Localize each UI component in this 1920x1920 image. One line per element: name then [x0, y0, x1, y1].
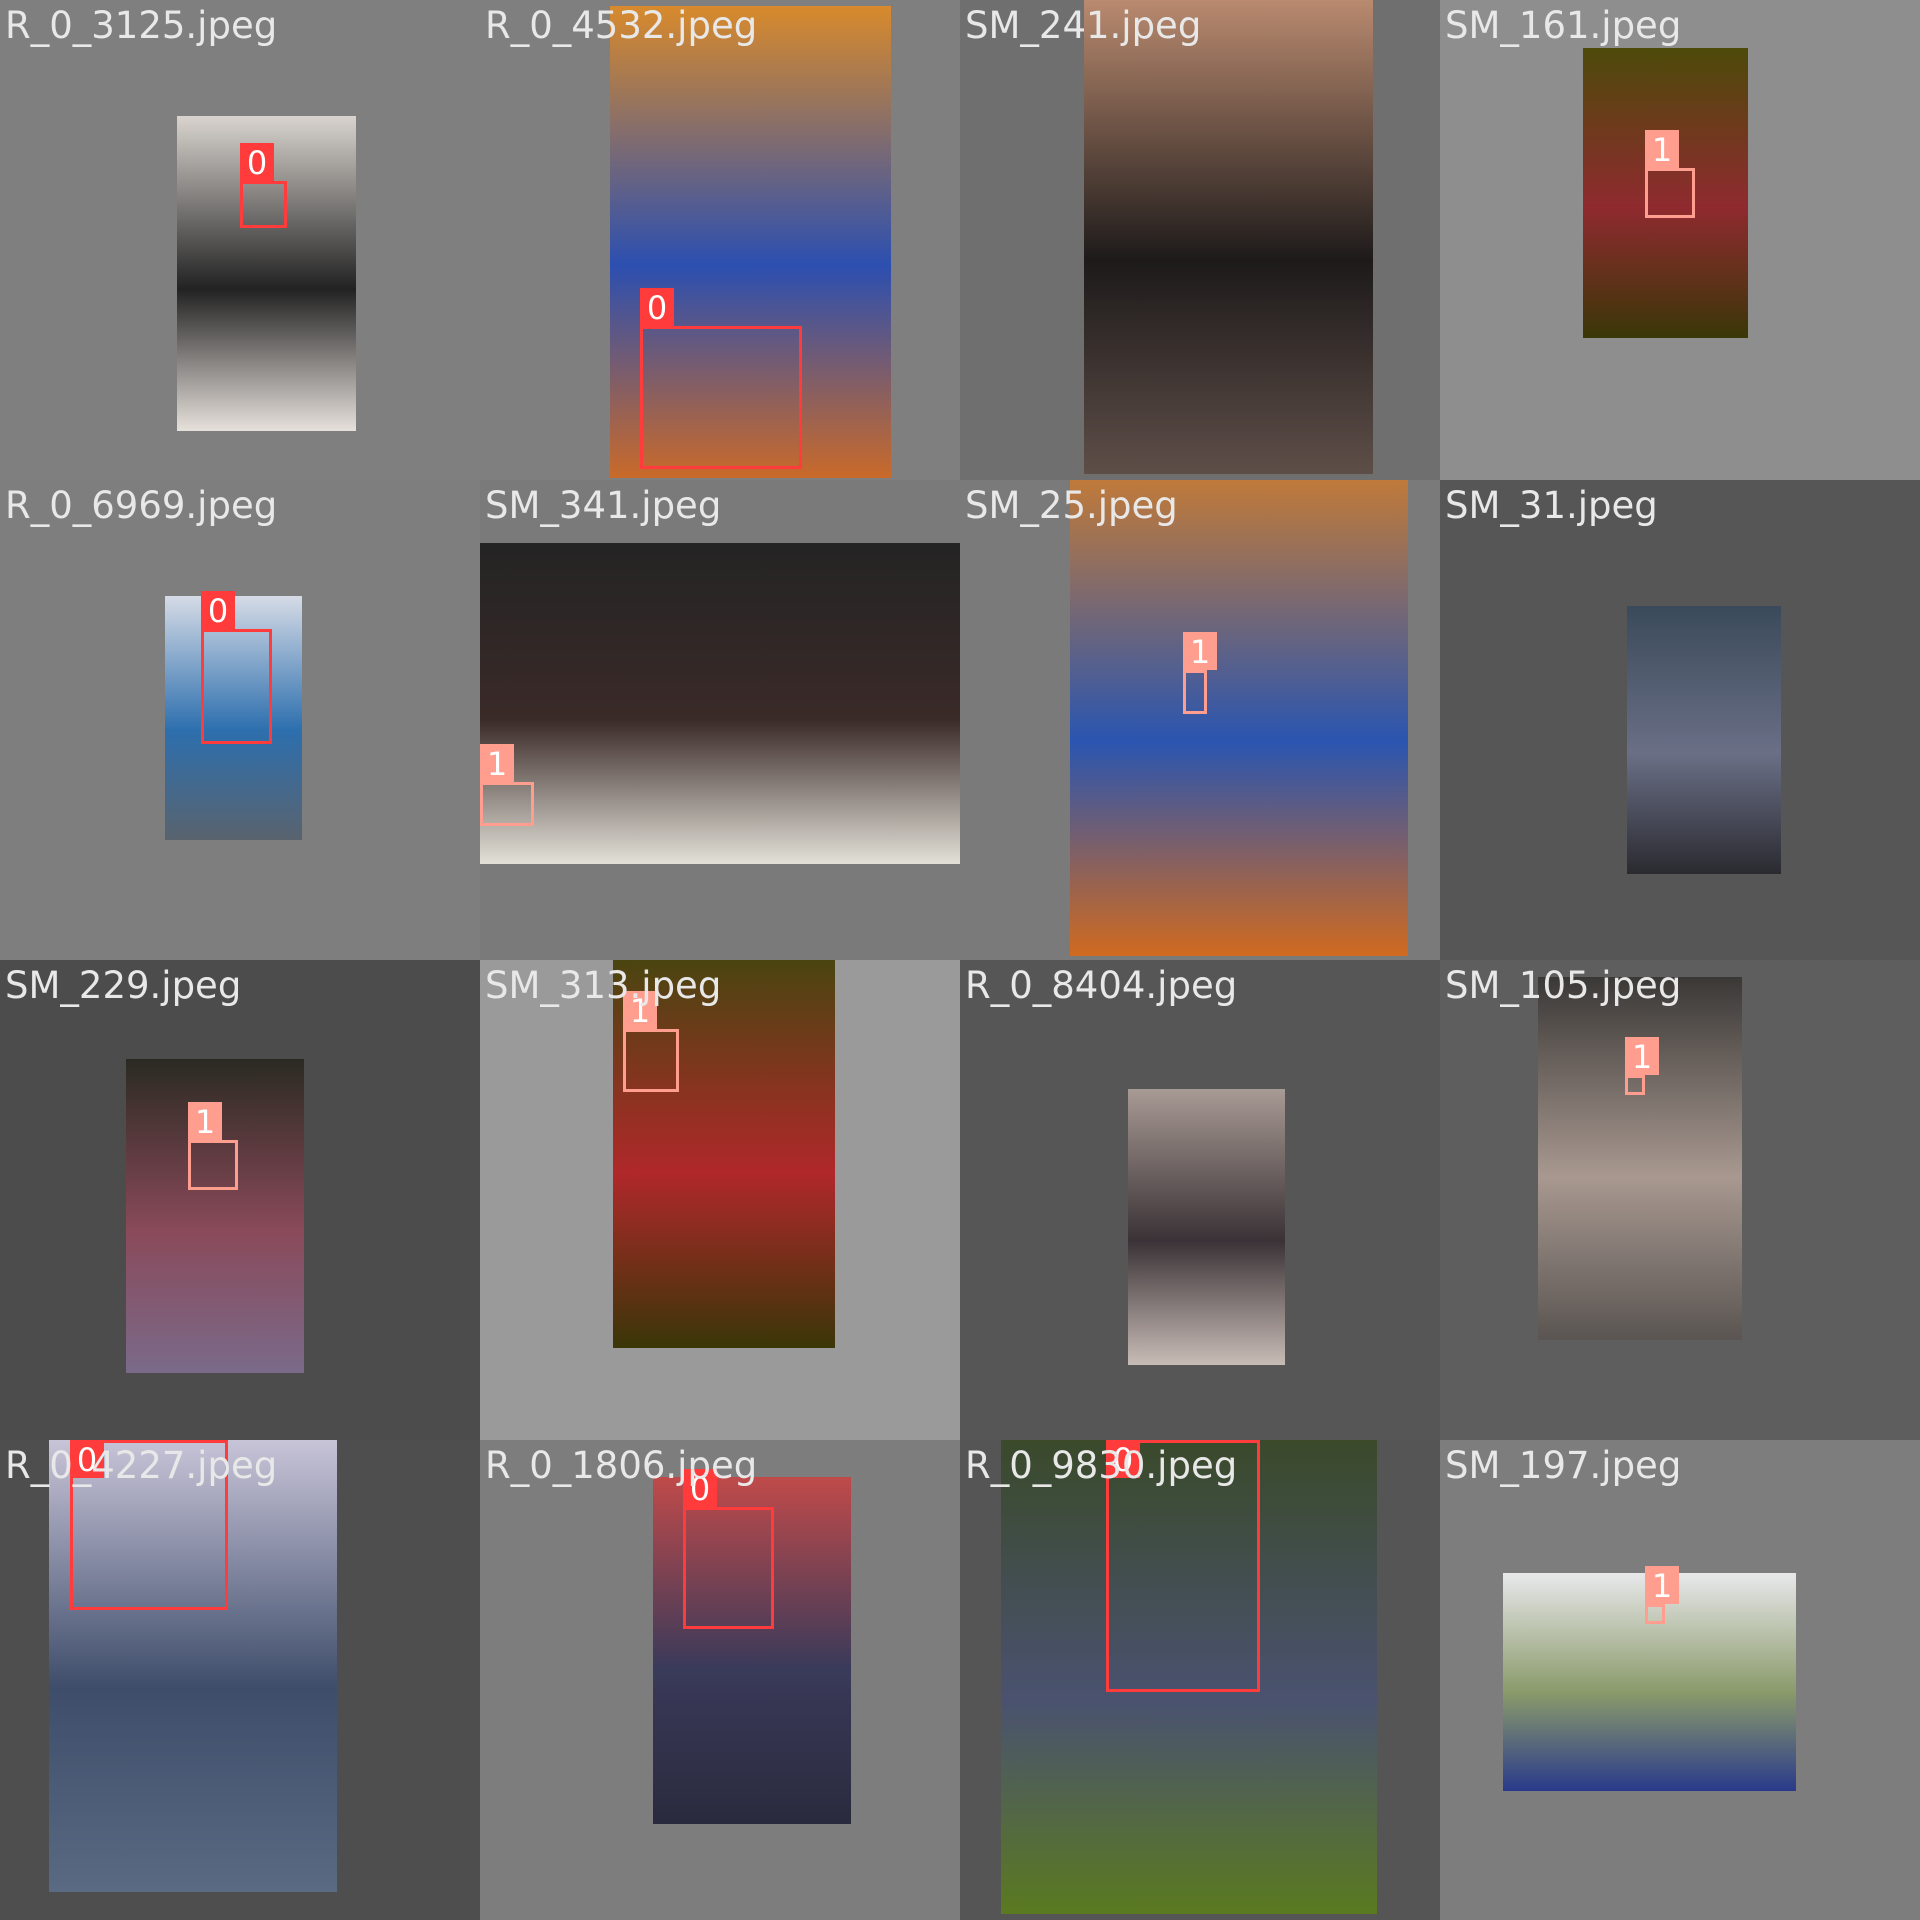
class-label: 0 — [1106, 1440, 1140, 1479]
detection-box: 0 — [1106, 1440, 1260, 1692]
detection-box: 1 — [480, 744, 534, 826]
image-filename: R_0_8404.jpeg — [965, 964, 1238, 1007]
photo — [1538, 977, 1742, 1340]
photo — [653, 1477, 851, 1824]
detection-box: 0 — [240, 143, 287, 228]
mosaic-tile: SM_241.jpeg — [960, 0, 1440, 480]
image-filename: SM_31.jpeg — [1445, 484, 1658, 527]
image-filename: SM_229.jpeg — [5, 964, 242, 1007]
class-label: 0 — [240, 143, 274, 182]
detection-box: 1 — [1645, 130, 1695, 218]
mosaic-tile: 1 SM_105.jpeg — [1440, 960, 1920, 1440]
photo — [480, 543, 960, 864]
image-filename: R_0_3125.jpeg — [5, 4, 278, 47]
mosaic-tile: 1 SM_341.jpeg — [480, 480, 960, 960]
detection-box: 1 — [623, 991, 679, 1092]
mosaic-tile: 1 SM_161.jpeg — [1440, 0, 1920, 480]
mosaic-tile: 1 SM_197.jpeg — [1440, 1440, 1920, 1920]
class-label: 0 — [70, 1440, 104, 1479]
detection-box: 0 — [70, 1440, 228, 1610]
image-filename: SM_341.jpeg — [485, 484, 722, 527]
photo — [1070, 480, 1408, 956]
class-label: 1 — [480, 744, 514, 783]
photo — [165, 596, 302, 840]
class-label: 1 — [188, 1102, 222, 1141]
photo — [610, 6, 891, 478]
image-filename: SM_313.jpeg — [485, 964, 722, 1007]
mosaic-tile: SM_31.jpeg — [1440, 480, 1920, 960]
photo — [1627, 606, 1781, 874]
image-filename: SM_25.jpeg — [965, 484, 1178, 527]
image-filename: SM_241.jpeg — [965, 4, 1202, 47]
class-label: 1 — [1645, 130, 1679, 169]
mosaic-tile: 0 R_0_6969.jpeg — [0, 480, 480, 960]
image-filename: SM_197.jpeg — [1445, 1444, 1682, 1487]
image-filename: R_0_9830.jpeg — [965, 1444, 1238, 1487]
image-filename: SM_105.jpeg — [1445, 964, 1682, 1007]
mosaic-tile: 0 R_0_4532.jpeg — [480, 0, 960, 480]
image-filename: R_0_4227.jpeg — [5, 1444, 278, 1487]
mosaic-tile: 1 SM_25.jpeg — [960, 480, 1440, 960]
photo — [1128, 1089, 1285, 1365]
photo — [1001, 1440, 1377, 1914]
mosaic-tile: 1 SM_313.jpeg — [480, 960, 960, 1440]
class-label: 1 — [1183, 632, 1217, 671]
mosaic-tile: 0 R_0_3125.jpeg — [0, 0, 480, 480]
mosaic-tile: 0 R_0_1806.jpeg — [480, 1440, 960, 1920]
photo — [1583, 48, 1748, 338]
detection-box: 0 — [201, 591, 272, 744]
mosaic-tile: 0 R_0_4227.jpeg — [0, 1440, 480, 1920]
class-label: 1 — [1645, 1566, 1679, 1605]
mosaic-tile: 0 R_0_9830.jpeg — [960, 1440, 1440, 1920]
image-filename: R_0_1806.jpeg — [485, 1444, 758, 1487]
mosaic-tile: R_0_8404.jpeg — [960, 960, 1440, 1440]
detection-box: 1 — [188, 1102, 238, 1190]
detection-box: 1 — [1645, 1566, 1679, 1624]
detection-box: 1 — [1625, 1037, 1659, 1095]
detection-box: 0 — [640, 288, 802, 469]
class-label: 0 — [201, 591, 235, 630]
image-filename: SM_161.jpeg — [1445, 4, 1682, 47]
detection-box: 0 — [683, 1469, 774, 1629]
photo — [1084, 0, 1373, 474]
class-label: 1 — [623, 991, 657, 1030]
photo — [49, 1440, 337, 1892]
photo — [1503, 1573, 1796, 1791]
image-filename: R_0_6969.jpeg — [5, 484, 278, 527]
class-label: 1 — [1625, 1037, 1659, 1076]
detection-box: 1 — [1183, 632, 1217, 714]
class-label: 0 — [683, 1469, 717, 1508]
mosaic-tile: 1 SM_229.jpeg — [0, 960, 480, 1440]
class-label: 0 — [640, 288, 674, 327]
image-filename: R_0_4532.jpeg — [485, 4, 758, 47]
